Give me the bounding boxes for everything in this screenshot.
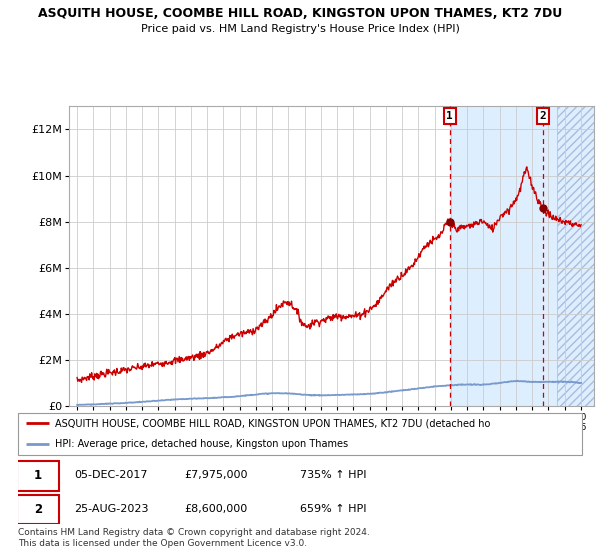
Text: £8,600,000: £8,600,000	[184, 504, 248, 514]
Text: 2: 2	[34, 502, 42, 516]
Text: ASQUITH HOUSE, COOMBE HILL ROAD, KINGSTON UPON THAMES, KT2 7DU: ASQUITH HOUSE, COOMBE HILL ROAD, KINGSTO…	[38, 7, 562, 20]
Text: 1: 1	[446, 111, 453, 121]
Text: 05-DEC-2017: 05-DEC-2017	[74, 470, 148, 480]
Bar	[449, 106, 600, 406]
Text: ASQUITH HOUSE, COOMBE HILL ROAD, KINGSTON UPON THAMES, KT2 7DU (detached ho: ASQUITH HOUSE, COOMBE HILL ROAD, KINGSTO…	[55, 418, 490, 428]
FancyBboxPatch shape	[17, 461, 59, 491]
Text: Price paid vs. HM Land Registry's House Price Index (HPI): Price paid vs. HM Land Registry's House …	[140, 24, 460, 34]
Text: 735% ↑ HPI: 735% ↑ HPI	[300, 470, 367, 480]
Bar	[557, 106, 600, 406]
Text: HPI: Average price, detached house, Kingston upon Thames: HPI: Average price, detached house, King…	[55, 439, 348, 449]
Text: Contains HM Land Registry data © Crown copyright and database right 2024.
This d: Contains HM Land Registry data © Crown c…	[18, 528, 370, 548]
Text: £7,975,000: £7,975,000	[184, 470, 248, 480]
FancyBboxPatch shape	[18, 413, 582, 455]
Text: 2: 2	[539, 111, 546, 121]
Text: 1: 1	[34, 469, 42, 482]
Text: 659% ↑ HPI: 659% ↑ HPI	[300, 504, 367, 514]
FancyBboxPatch shape	[17, 495, 59, 524]
Text: 25-AUG-2023: 25-AUG-2023	[74, 504, 149, 514]
